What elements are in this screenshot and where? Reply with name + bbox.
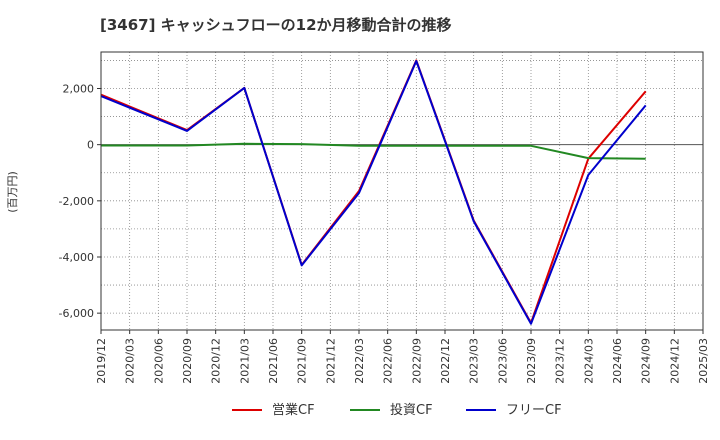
legend: 営業CF 投資CF フリーCF: [232, 402, 562, 418]
x-tick-label: 2020/09: [181, 338, 194, 384]
x-tick-label: 2024/03: [582, 338, 595, 384]
series-line-営業CF: [100, 59, 647, 324]
y-tick-label: 2,000: [63, 83, 95, 96]
x-tick-label: 2024/09: [640, 338, 653, 384]
x-tick-label: 2020/06: [152, 338, 165, 384]
x-tick-label: 2023/06: [496, 338, 509, 384]
x-tick-label: 2022/06: [382, 338, 395, 384]
x-tick-label: 2021/03: [238, 338, 251, 384]
chart-title: [3467] キャッシュフローの12か月移動合計の推移: [100, 16, 452, 34]
series-line-フリーCF: [100, 60, 647, 325]
x-tick-label: 2024/06: [611, 338, 624, 384]
legend-label: 営業CF: [272, 402, 315, 418]
y-tick-label: -4,000: [59, 251, 94, 264]
y-axis-label: (百万円): [6, 171, 19, 213]
x-tick-label: 2022/09: [410, 338, 423, 384]
plot-frame: [100, 51, 704, 331]
y-tick-label: -2,000: [59, 195, 94, 208]
x-tick-label: 2020/03: [124, 338, 137, 384]
x-tick-label: 2020/12: [210, 338, 223, 384]
x-tick-label: 2025/03: [697, 338, 710, 384]
x-tick-label: 2023/03: [468, 338, 481, 384]
legend-label: 投資CF: [390, 402, 433, 418]
y-tick-label: -6,000: [59, 307, 94, 320]
y-tick-label: 0: [87, 139, 94, 152]
x-tick-label: 2022/12: [439, 338, 452, 384]
x-tick-label: 2021/09: [296, 338, 309, 384]
grid: [100, 52, 704, 330]
x-tick-label: 2022/03: [353, 338, 366, 384]
x-tick-label: 2024/12: [668, 338, 681, 384]
legend-label: フリーCF: [506, 403, 562, 418]
axis-ticks: 2019/12 2020/03 2020/06 2020/09 2020/12 2021/…: [59, 83, 710, 384]
x-tick-label: 2023/09: [525, 338, 538, 384]
series-lines: [100, 59, 647, 325]
x-tick-label: 2021/12: [324, 338, 337, 384]
series-line-投資CF: [101, 142, 646, 160]
x-tick-label: 2019/12: [95, 338, 108, 384]
x-tick-label: 2023/12: [554, 338, 567, 384]
x-tick-label: 2021/06: [267, 338, 280, 384]
